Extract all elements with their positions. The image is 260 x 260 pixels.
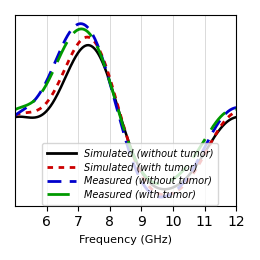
Measured (with tumor) (235, 108, 238, 111)
Measured (without tumor) (14, 114, 17, 117)
Simulated (without tumor) (14, 115, 17, 119)
Simulated (without tumor) (145, 178, 148, 181)
Simulated (without tumor) (235, 116, 238, 119)
Measured (without tumor) (14, 113, 17, 116)
Measured (with tumor) (146, 177, 149, 180)
X-axis label: Frequency (GHz): Frequency (GHz) (79, 235, 172, 245)
Simulated (with tumor) (215, 131, 218, 134)
Measured (with tumor) (150, 180, 153, 183)
Measured (with tumor) (14, 108, 17, 111)
Simulated (without tumor) (150, 182, 153, 185)
Measured (without tumor) (150, 192, 153, 195)
Line: Measured (without tumor): Measured (without tumor) (15, 24, 236, 197)
Measured (without tumor) (146, 188, 149, 191)
Simulated (with tumor) (146, 183, 149, 186)
Measured (without tumor) (215, 124, 218, 127)
Simulated (with tumor) (14, 114, 17, 117)
Simulated (with tumor) (86, 36, 89, 39)
Measured (without tumor) (79, 22, 82, 25)
Measured (with tumor) (215, 120, 218, 123)
Simulated (without tumor) (163, 188, 166, 191)
Measured (with tumor) (158, 182, 161, 185)
Simulated (without tumor) (201, 154, 204, 157)
Simulated (without tumor) (146, 179, 149, 182)
Line: Simulated (with tumor): Simulated (with tumor) (15, 37, 236, 195)
Measured (without tumor) (159, 196, 162, 199)
Simulated (with tumor) (201, 156, 204, 159)
Measured (without tumor) (235, 106, 238, 109)
Measured (without tumor) (145, 187, 148, 190)
Measured (without tumor) (201, 149, 204, 152)
Simulated (with tumor) (145, 182, 148, 185)
Line: Measured (with tumor): Measured (with tumor) (15, 29, 236, 184)
Legend: Simulated (without tumor), Simulated (with tumor), Measured (without tumor), Mea: Simulated (without tumor), Simulated (wi… (42, 143, 218, 205)
Measured (with tumor) (14, 108, 17, 111)
Simulated (with tumor) (150, 187, 153, 190)
Simulated (without tumor) (14, 116, 17, 119)
Simulated (with tumor) (164, 193, 167, 197)
Measured (with tumor) (145, 176, 148, 179)
Simulated (without tumor) (215, 132, 218, 135)
Simulated (without tumor) (87, 44, 90, 47)
Simulated (with tumor) (235, 110, 238, 113)
Measured (with tumor) (201, 141, 204, 144)
Measured (with tumor) (80, 27, 83, 30)
Simulated (with tumor) (14, 113, 17, 116)
Line: Simulated (without tumor): Simulated (without tumor) (15, 45, 236, 189)
